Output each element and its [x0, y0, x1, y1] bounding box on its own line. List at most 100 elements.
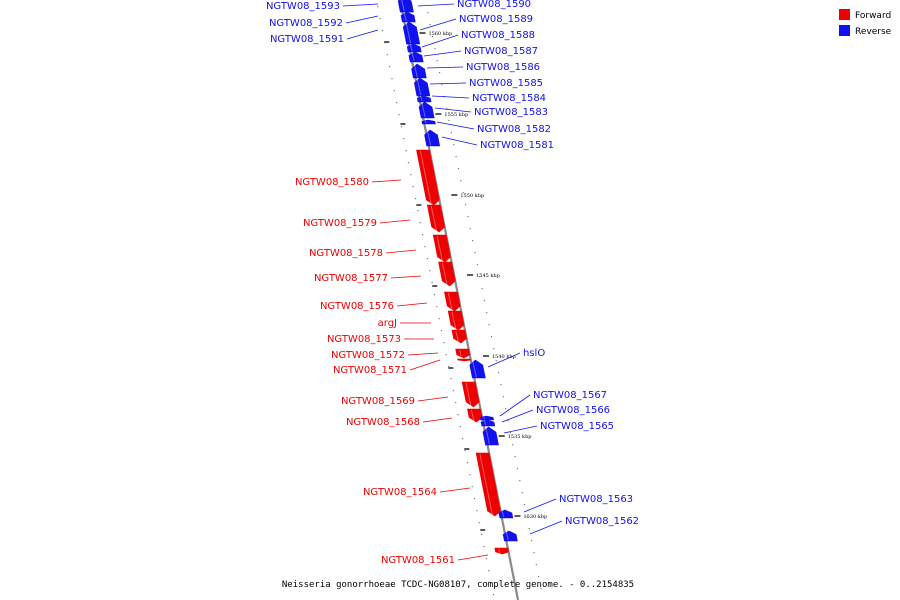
gene-arrow-ngtw08_1564[interactable] — [475, 452, 501, 517]
gene-highlight — [455, 330, 459, 343]
gene-label-ngtw08_1569[interactable]: NGTW08_1569 — [341, 396, 415, 407]
gene-label-ngtw08_1582[interactable]: NGTW08_1582 — [477, 124, 551, 135]
gene-label-ngtw08_1565[interactable]: NGTW08_1565 — [540, 421, 614, 432]
gene-label-ngtw08_1573[interactable]: NGTW08_1573 — [327, 334, 401, 345]
gene-label-ngtw08_1589[interactable]: NGTW08_1589 — [459, 14, 533, 25]
gene-arrow-argj[interactable] — [447, 310, 465, 331]
minor-tick-dot — [424, 246, 426, 248]
gene-arrow-ngtw08_1578[interactable] — [432, 234, 451, 263]
gene-label-ngtw08_1581[interactable]: NGTW08_1581 — [480, 140, 554, 151]
gene-arrow-ngtw08_1586[interactable] — [411, 63, 427, 79]
gene-arrow-ngtw08_1590[interactable] — [398, 0, 414, 13]
gene-arrow-ngtw08_1584[interactable] — [416, 95, 432, 103]
gene-label-ngtw08_1562[interactable]: NGTW08_1562 — [565, 516, 639, 527]
minor-tick-dot — [483, 546, 485, 548]
gene-arrow-ngtw08_1561[interactable] — [494, 547, 509, 555]
minor-tick-dot — [419, 222, 421, 224]
gene-arrow-ngtw08_1572[interactable] — [455, 348, 471, 359]
gene-label-ngtw08_1563[interactable]: NGTW08_1563 — [559, 494, 633, 505]
gene-arrow-ngtw08_1566[interactable] — [480, 419, 496, 427]
gene-connector — [434, 107, 472, 113]
gene-label-ngtw08_1572[interactable]: NGTW08_1572 — [331, 350, 405, 361]
gene-arrow-ngtw08_1562[interactable] — [502, 530, 518, 542]
minor-tick-dot — [478, 522, 480, 524]
gene-arrow-ngtw08_1576[interactable] — [444, 291, 461, 312]
gene-highlight — [405, 22, 412, 44]
legend-forward-swatch — [839, 9, 850, 20]
minor-tick-dot — [464, 204, 467, 206]
gene-highlight — [403, 12, 407, 22]
minor-tick-dot — [464, 450, 466, 452]
minor-tick-dot — [493, 348, 495, 350]
gene-label-ngtw08_1593[interactable]: NGTW08_1593 — [266, 1, 340, 12]
gene-arrow-ngtw08_1589[interactable] — [402, 21, 421, 45]
gene-connector — [422, 417, 453, 423]
gene-label-hslo[interactable]: hslO — [523, 348, 545, 359]
gene-arrow-ngtw08_1585[interactable] — [413, 77, 431, 97]
minor-tick-dot — [481, 288, 483, 290]
minor-tick-dot — [512, 444, 514, 446]
minor-tick-dot — [453, 144, 455, 146]
genome-caption: Neisseria gonorrhoeae TCDC-NG08107, comp… — [282, 580, 634, 590]
gene-arrow-ngtw08_1582[interactable] — [421, 119, 436, 125]
minor-tick-dot — [526, 516, 528, 518]
minor-tick-dot — [391, 78, 393, 80]
minor-tick-dot — [488, 570, 490, 572]
gene-label-argj[interactable]: argJ — [378, 318, 397, 329]
gene-label-ngtw08_1578[interactable]: NGTW08_1578 — [309, 248, 383, 259]
gene-connector — [409, 359, 441, 371]
gene-arrow-ngtw08_1588[interactable] — [406, 43, 422, 53]
gene-label-ngtw08_1588[interactable]: NGTW08_1588 — [461, 30, 535, 41]
gene-label-ngtw08_1564[interactable]: NGTW08_1564 — [363, 487, 437, 498]
gene-arrow-ngtw08_1583[interactable] — [418, 101, 435, 119]
gene-connector — [439, 487, 471, 493]
gene-arrow-ngtw08_1567[interactable] — [479, 415, 494, 421]
gene-label-ngtw08_1580[interactable]: NGTW08_1580 — [295, 177, 369, 188]
gene-connector — [436, 121, 475, 130]
gene-label-ngtw08_1590[interactable]: NGTW08_1590 — [457, 0, 531, 10]
gene-highlight — [436, 235, 443, 262]
minor-tick-dot — [483, 300, 486, 302]
gene-connector — [429, 82, 467, 85]
minor-tick-dot — [460, 180, 462, 182]
minor-tick-dot — [490, 336, 493, 338]
gene-label-ngtw08_1592[interactable]: NGTW08_1592 — [269, 18, 343, 29]
gene-arrow-ngtw08_1563[interactable] — [498, 509, 514, 519]
minor-tick-dot — [462, 438, 464, 440]
gene-label-ngtw08_1561[interactable]: NGTW08_1561 — [381, 555, 455, 566]
gene-arrow-ngtw08_1571[interactable] — [457, 358, 472, 362]
gene-label-ngtw08_1576[interactable]: NGTW08_1576 — [320, 301, 394, 312]
minor-tick-dot — [381, 30, 384, 32]
legend-reverse-label: Reverse — [855, 27, 892, 37]
gene-label-ngtw08_1591[interactable]: NGTW08_1591 — [270, 34, 344, 45]
gene-label-ngtw08_1577[interactable]: NGTW08_1577 — [314, 273, 388, 284]
gene-arrow-ngtw08_1579[interactable] — [426, 204, 445, 233]
minor-tick-dot — [396, 102, 398, 104]
gene-label-ngtw08_1568[interactable]: NGTW08_1568 — [346, 417, 420, 428]
gene-label-ngtw08_1567[interactable]: NGTW08_1567 — [533, 390, 607, 401]
gene-arrow-ngtw08_1565[interactable] — [482, 426, 499, 446]
gene-arrow-ngtw08_1580[interactable] — [416, 149, 440, 206]
gene-arrow-ngtw08_1568[interactable] — [467, 408, 483, 423]
gene-arrow-ngtw08_1592[interactable] — [400, 11, 416, 23]
minor-tick-dot — [481, 534, 483, 536]
gene-arrow-ngtw08_1573[interactable] — [451, 329, 467, 344]
minor-tick-dot — [434, 48, 436, 50]
gene-arrow-ngtw08_1587[interactable] — [408, 51, 424, 63]
gene-label-ngtw08_1583[interactable]: NGTW08_1583 — [474, 107, 548, 118]
gene-arrow-hslo[interactable] — [469, 359, 486, 379]
gene-label-ngtw08_1587[interactable]: NGTW08_1587 — [464, 46, 538, 57]
gene-label-ngtw08_1584[interactable]: NGTW08_1584 — [472, 93, 546, 104]
gene-label-ngtw08_1585[interactable]: NGTW08_1585 — [469, 78, 543, 89]
gene-highlight — [416, 78, 422, 96]
gene-arrow-ngtw08_1569[interactable] — [461, 381, 480, 408]
minor-tick-dot — [538, 576, 540, 578]
gene-arrow-ngtw08_1577[interactable] — [438, 261, 456, 287]
gene-label-ngtw08_1586[interactable]: NGTW08_1586 — [466, 62, 540, 73]
gene-arrow-ngtw08_1581[interactable] — [424, 129, 441, 147]
gene-label-ngtw08_1571[interactable]: NGTW08_1571 — [333, 365, 407, 376]
gene-label-ngtw08_1579[interactable]: NGTW08_1579 — [303, 218, 377, 229]
gene-label-ngtw08_1566[interactable]: NGTW08_1566 — [536, 405, 610, 416]
gene-highlight — [413, 64, 418, 78]
